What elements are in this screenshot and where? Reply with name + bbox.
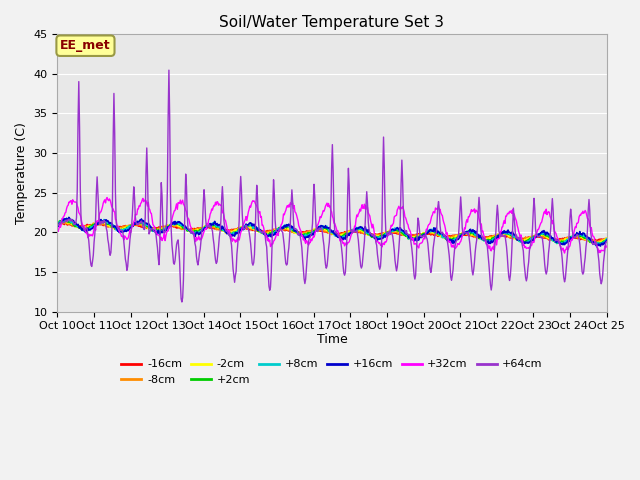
Y-axis label: Temperature (C): Temperature (C) <box>15 122 28 224</box>
+16cm <box>177 220 184 226</box>
-2cm <box>64 220 72 226</box>
Line: +64cm: +64cm <box>58 70 607 302</box>
+64cm <box>63 219 71 225</box>
-2cm <box>593 240 601 246</box>
-8cm <box>121 224 129 229</box>
-8cm <box>64 221 72 227</box>
-2cm <box>415 233 423 239</box>
-2cm <box>177 223 184 229</box>
-8cm <box>415 232 423 238</box>
+32cm <box>177 197 184 203</box>
+16cm <box>415 234 423 240</box>
+2cm <box>59 217 67 223</box>
+32cm <box>415 241 423 247</box>
-16cm <box>177 226 184 231</box>
-2cm <box>121 225 129 231</box>
+32cm <box>63 203 71 209</box>
+16cm <box>596 243 604 249</box>
+64cm <box>177 280 184 286</box>
-2cm <box>603 235 611 241</box>
+16cm <box>63 217 71 223</box>
+32cm <box>54 227 61 232</box>
-16cm <box>415 231 423 237</box>
-8cm <box>593 240 601 245</box>
+2cm <box>595 241 603 247</box>
+8cm <box>603 236 611 242</box>
+8cm <box>64 217 72 223</box>
-8cm <box>205 224 213 229</box>
+64cm <box>178 299 186 305</box>
+8cm <box>121 226 129 232</box>
+8cm <box>60 216 68 221</box>
-16cm <box>205 225 213 231</box>
+32cm <box>103 195 111 201</box>
+16cm <box>603 238 611 243</box>
Legend: -16cm, -8cm, -2cm, +2cm, +8cm, +16cm, +32cm, +64cm: -16cm, -8cm, -2cm, +2cm, +8cm, +16cm, +3… <box>117 355 547 389</box>
-2cm <box>54 221 61 227</box>
-16cm <box>591 239 598 244</box>
+2cm <box>205 222 213 228</box>
+16cm <box>121 228 129 234</box>
Line: -2cm: -2cm <box>58 220 607 243</box>
-8cm <box>54 220 61 226</box>
-2cm <box>62 217 70 223</box>
+32cm <box>399 206 407 212</box>
Line: +32cm: +32cm <box>58 198 607 253</box>
+2cm <box>177 222 184 228</box>
-16cm <box>603 236 611 242</box>
+8cm <box>205 222 213 228</box>
+32cm <box>121 233 129 239</box>
-2cm <box>205 223 213 228</box>
+64cm <box>120 239 128 245</box>
+32cm <box>561 250 568 256</box>
+64cm <box>417 233 424 239</box>
+16cm <box>205 223 213 229</box>
+8cm <box>177 222 184 228</box>
Line: +16cm: +16cm <box>58 217 607 246</box>
+16cm <box>65 215 73 220</box>
+16cm <box>399 228 407 234</box>
-16cm <box>64 222 72 228</box>
-16cm <box>54 220 61 226</box>
-16cm <box>121 223 129 229</box>
Line: +2cm: +2cm <box>58 220 607 244</box>
X-axis label: Time: Time <box>317 333 348 346</box>
Text: EE_met: EE_met <box>60 39 111 52</box>
+64cm <box>165 67 173 73</box>
-2cm <box>399 232 407 238</box>
-8cm <box>399 232 407 238</box>
-8cm <box>603 236 611 241</box>
+64cm <box>54 221 61 227</box>
-16cm <box>55 220 63 226</box>
+2cm <box>64 219 72 225</box>
+64cm <box>401 226 408 232</box>
+2cm <box>603 237 611 242</box>
+64cm <box>206 225 214 230</box>
-16cm <box>399 232 407 238</box>
+8cm <box>415 233 423 239</box>
+2cm <box>121 228 129 233</box>
+64cm <box>603 239 611 244</box>
Line: +8cm: +8cm <box>58 218 607 245</box>
+2cm <box>54 220 61 226</box>
Line: -8cm: -8cm <box>58 222 607 242</box>
Title: Soil/Water Temperature Set 3: Soil/Water Temperature Set 3 <box>220 15 445 30</box>
+16cm <box>54 221 61 227</box>
Line: -16cm: -16cm <box>58 223 607 241</box>
+32cm <box>205 216 213 221</box>
+32cm <box>603 243 611 249</box>
+2cm <box>415 233 423 239</box>
-8cm <box>54 219 62 225</box>
+8cm <box>54 222 61 228</box>
-8cm <box>177 226 184 232</box>
+2cm <box>399 231 407 237</box>
+8cm <box>399 229 407 235</box>
+8cm <box>592 242 600 248</box>
